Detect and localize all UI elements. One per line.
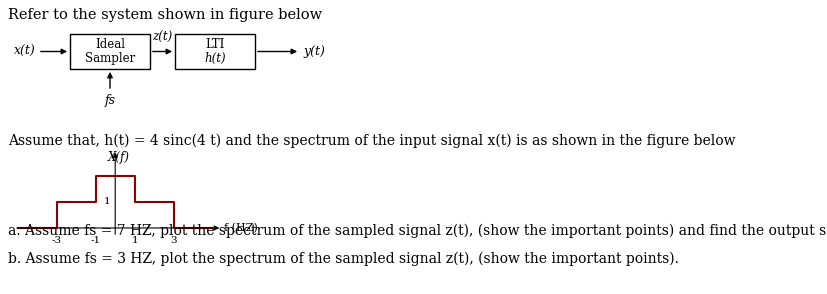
Text: y(t): y(t) xyxy=(303,45,324,58)
Text: X(f): X(f) xyxy=(108,151,129,164)
Text: LTI: LTI xyxy=(205,38,224,51)
Text: x(t): x(t) xyxy=(14,45,36,58)
Text: fs: fs xyxy=(104,94,115,107)
Text: Ideal: Ideal xyxy=(95,38,125,51)
Text: -1: -1 xyxy=(91,236,101,245)
Text: 1: 1 xyxy=(103,197,110,206)
Bar xyxy=(174,34,255,69)
Text: z(t): z(t) xyxy=(152,31,172,44)
Text: a. Assume fs = 7 HZ, plot the spectrum of the sampled signal z(t), (show the imp: a. Assume fs = 7 HZ, plot the spectrum o… xyxy=(8,224,827,238)
Text: Sampler: Sampler xyxy=(85,52,135,65)
Text: Refer to the system shown in figure below: Refer to the system shown in figure belo… xyxy=(8,8,322,22)
Text: 3: 3 xyxy=(170,236,177,245)
Text: -3: -3 xyxy=(52,236,62,245)
Text: f (HZ): f (HZ) xyxy=(224,223,257,233)
Text: b. Assume fs = 3 HZ, plot the spectrum of the sampled signal z(t), (show the imp: b. Assume fs = 3 HZ, plot the spectrum o… xyxy=(8,252,678,266)
Text: h(t): h(t) xyxy=(204,52,226,65)
Bar xyxy=(70,34,150,69)
Text: 1: 1 xyxy=(131,236,138,245)
Text: Assume that, h(t) = 4 sinc(4 t) and the spectrum of the input signal x(t) is as : Assume that, h(t) = 4 sinc(4 t) and the … xyxy=(8,134,734,148)
